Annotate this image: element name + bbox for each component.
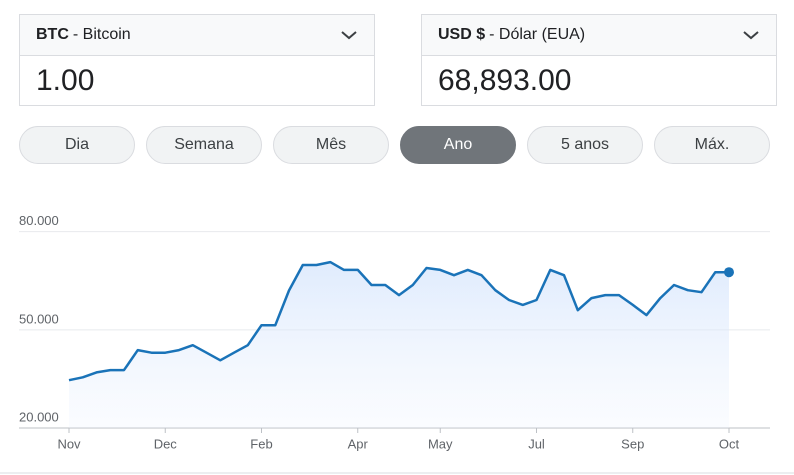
- amount-input[interactable]: 68,893.00: [438, 64, 572, 97]
- from-select[interactable]: BTC - Bitcoin: [20, 15, 374, 56]
- range-button[interactable]: Mês: [273, 126, 389, 164]
- range-button[interactable]: Ano: [400, 126, 516, 164]
- currency-code: BTC: [36, 26, 69, 43]
- range-button[interactable]: Máx.: [654, 126, 770, 164]
- amount-input[interactable]: 1.00: [36, 64, 95, 97]
- price-line: [68, 260, 729, 382]
- x-tick-label: Feb: [250, 436, 272, 451]
- y-tick-label: 50.000: [19, 311, 59, 326]
- chevron: [743, 31, 759, 40]
- x-tick-label: Dec: [154, 436, 178, 451]
- last-point: [724, 267, 734, 278]
- x-tick-label: May: [428, 436, 453, 451]
- y-tick-label: 80.000: [19, 213, 59, 228]
- x-tick-label: Jul: [528, 436, 545, 451]
- currency-code: USD $: [438, 26, 486, 43]
- to-currency: USD $ - Dólar (EUA) 68,893.00: [421, 14, 777, 106]
- chevron: [341, 31, 357, 40]
- to-select[interactable]: USD $ - Dólar (EUA): [422, 15, 776, 56]
- range-button[interactable]: 5 anos: [527, 126, 643, 164]
- currency-name: - Bitcoin: [72, 26, 131, 43]
- x-tick-label: Oct: [719, 436, 740, 451]
- range-button[interactable]: Semana: [146, 126, 262, 164]
- from-currency: BTC - Bitcoin 1.00: [19, 14, 375, 106]
- area-fill: [69, 262, 729, 428]
- x-tick-label: Sep: [621, 436, 644, 451]
- range-button[interactable]: Dia: [19, 126, 135, 164]
- y-tick-label: 20.000: [19, 409, 59, 424]
- currency-name: - Dólar (EUA): [489, 26, 586, 43]
- x-tick-label: Apr: [348, 436, 369, 451]
- x-tick-label: Nov: [57, 436, 81, 451]
